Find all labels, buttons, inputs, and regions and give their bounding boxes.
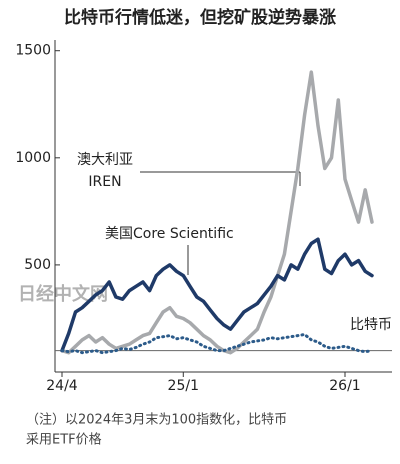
series-label: 比特币 [350,317,392,333]
note: 采用ETF价格 [26,432,102,448]
series-line [60,70,374,355]
x-tick-label: 24/4 [46,378,78,394]
series-line [60,333,374,355]
series-label: 澳大利亚 [77,152,133,168]
y-tick-label: 1000 [15,150,51,166]
y-tick-label: 500 [24,257,51,273]
watermark: 日经中文网 [18,283,108,305]
x-tick-label: 26/1 [329,378,360,394]
chart-title: 比特币行情低迷，但挖矿股逆势暴涨 [64,7,336,28]
x-tick-label: 25/1 [168,378,199,394]
y-tick-label: 1500 [15,43,51,59]
series-line [60,237,374,353]
series-label: 美国Core Scientific [105,226,234,242]
note: （注）以2024年3月末为100指数化，比特币 [26,413,287,428]
series-label: IREN [88,174,121,190]
